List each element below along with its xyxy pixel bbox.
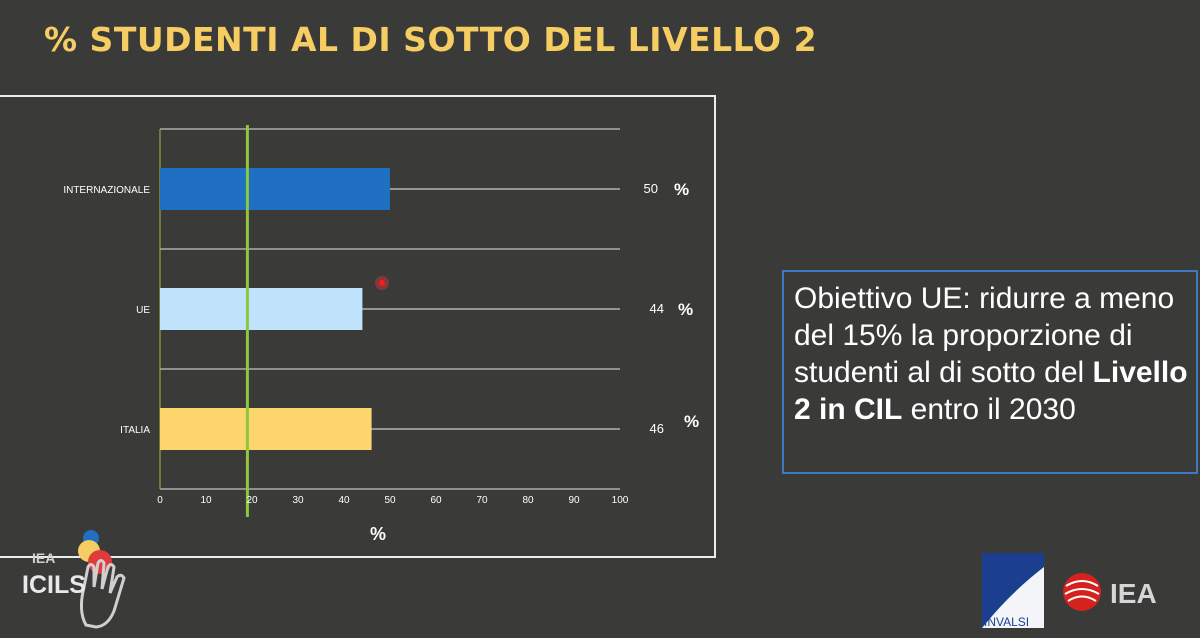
bar-internazionale <box>160 168 390 210</box>
icils-text: ICILS <box>22 571 86 599</box>
x-tick-label: 10 <box>200 495 212 506</box>
bar-chart: INTERNAZIONALE 50 % UE 44 % ITALIA 46 % 0 10 20 30 40… <box>63 125 699 544</box>
category-label: UE <box>136 305 150 316</box>
value-suffix: % <box>684 412 699 431</box>
x-axis-label: % <box>370 524 386 544</box>
x-tick-label: 60 <box>430 495 442 506</box>
icils-logo: IEA ICILS <box>22 530 126 629</box>
bar-ue <box>160 288 363 330</box>
callout-bold-text: Livello 2 in CIL <box>794 356 1188 426</box>
category-label: INTERNAZIONALE <box>63 185 150 196</box>
x-tick-label: 30 <box>292 495 304 506</box>
value-label: 44 <box>650 301 664 316</box>
x-tick-label: 70 <box>476 495 488 506</box>
bar-italia <box>160 408 372 450</box>
iea-text: IEA <box>1110 578 1157 609</box>
value-suffix: % <box>678 300 693 319</box>
eu-objective-callout: Obiettivo UE: ridurre a meno del 15% la … <box>782 270 1198 474</box>
invalsi-text: INVALSI <box>984 615 1029 629</box>
iea-logo: IEA <box>1063 573 1157 611</box>
chart-frame: INTERNAZIONALE 50% UE 44% ITALIA 46% 0 10 20 30 40… <box>0 95 716 558</box>
x-tick-label: 20 <box>246 495 258 506</box>
page-title: % STUDENTI AL DI SOTTO DEL LIVELLO 2 <box>44 20 818 59</box>
x-tick-label: 50 <box>384 495 396 506</box>
value-suffix: % <box>674 180 689 199</box>
x-tick-label: 0 <box>157 495 163 506</box>
icils-iea-text: IEA <box>32 550 55 566</box>
invalsi-logo: INVALSI <box>982 553 1044 629</box>
x-tick-label: 100 <box>612 495 629 506</box>
value-label: 50 <box>644 181 658 196</box>
category-label: ITALIA <box>120 425 150 436</box>
pointer-dot <box>379 280 385 286</box>
callout-text-end: entro il 2030 <box>902 393 1076 426</box>
x-tick-label: 40 <box>338 495 350 506</box>
x-tick-label: 80 <box>522 495 534 506</box>
callout-text: Obiettivo UE: ridurre a meno del 15% la … <box>794 282 1175 389</box>
x-tick-label: 90 <box>568 495 580 506</box>
value-label: 46 <box>650 421 664 436</box>
